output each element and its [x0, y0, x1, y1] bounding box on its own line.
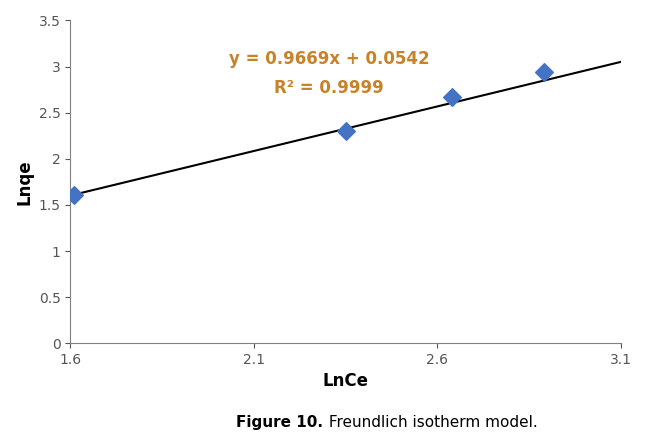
- Text: Freundlich isotherm model.: Freundlich isotherm model.: [324, 415, 537, 430]
- X-axis label: LnCe: LnCe: [323, 372, 369, 391]
- Point: [446, 93, 457, 100]
- Text: R² = 0.9999: R² = 0.9999: [274, 79, 384, 97]
- Point: [539, 68, 549, 75]
- Y-axis label: Lnqe: Lnqe: [15, 159, 33, 204]
- Point: [341, 127, 351, 134]
- Point: [69, 191, 79, 198]
- Text: Figure 10.: Figure 10.: [237, 415, 324, 430]
- Text: y = 0.9669x + 0.0542: y = 0.9669x + 0.0542: [229, 50, 430, 68]
